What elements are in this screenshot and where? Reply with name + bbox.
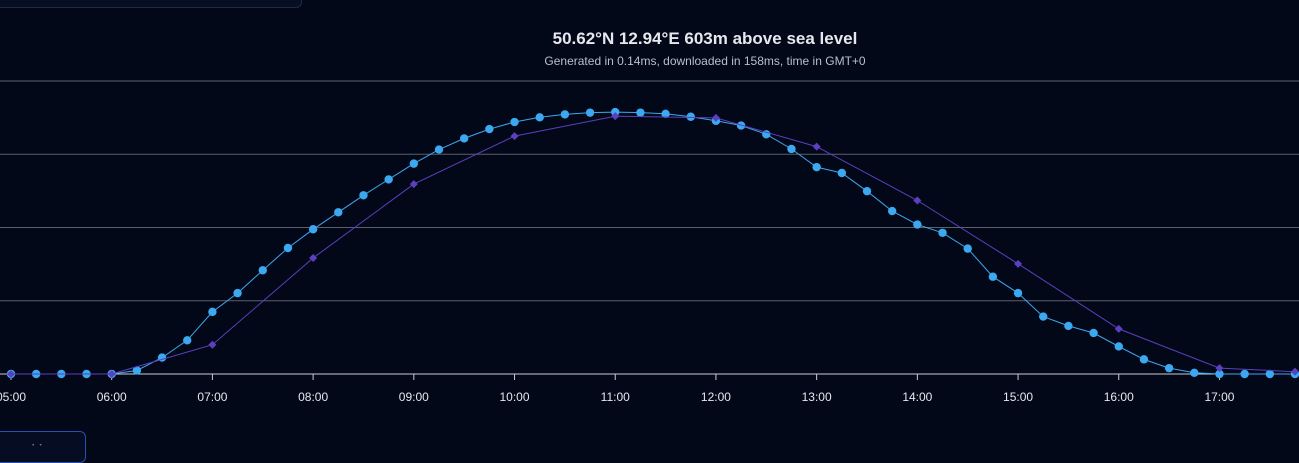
top-panel-box [0,0,302,8]
series-hourly [7,112,1299,378]
data-point [459,134,469,143]
x-tick-label: 12:00 [701,390,731,404]
data-point [1039,312,1048,321]
x-tick-label: 07:00 [197,390,227,404]
data-point [661,109,670,119]
chart: 50.62°N 12.94°E 603m above sea level Gen… [0,29,1299,404]
data-point-diamond [7,370,15,378]
x-tick-label: 13:00 [802,390,832,404]
data-point [862,186,872,196]
data-point-diamond [1215,364,1224,373]
data-point [611,107,620,117]
data-point [283,243,293,253]
data-point [762,130,771,139]
data-point [208,307,217,317]
chart-title: 50.62°N 12.94°E 603m above sea level [553,29,858,48]
data-point [837,168,847,178]
data-point [1164,363,1174,373]
data-point [887,206,897,216]
data-point [1240,369,1249,379]
data-point [1139,355,1149,364]
data-point [510,117,519,127]
x-tick-label: 15:00 [1003,390,1033,404]
data-point [988,272,998,281]
data-point-diamond [812,142,821,151]
data-point [1089,328,1098,338]
bottom-control-box[interactable]: ⠂⠂ [0,431,86,463]
data-point [535,113,544,122]
data-point [1013,288,1023,298]
data-point [636,108,645,117]
x-tick-label: 09:00 [399,390,429,404]
data-point-diamond [1114,324,1123,333]
data-point [812,162,821,172]
data-point [409,159,419,168]
data-point [686,112,695,121]
data-point [485,124,494,134]
data-point [787,144,796,154]
data-point-diamond [107,370,116,378]
series-line [11,111,1295,375]
x-tick-label: 05:00 [0,390,26,404]
data-point [585,108,595,117]
data-point-diamond [1291,367,1299,376]
partial-control-icon: ⠂⠂ [31,441,46,452]
data-point [1064,321,1073,331]
data-point [1215,369,1224,379]
x-tick-label: 08:00 [298,390,328,404]
data-point [913,220,922,229]
data-point-diamond [510,132,519,141]
chart-subtitle: Generated in 0.14ms, downloaded in 158ms… [544,54,865,68]
data-point [183,336,192,345]
x-tick-label: 06:00 [97,390,127,404]
data-point-diamond [409,180,418,189]
data-point-diamond [1014,259,1023,268]
x-tick-label: 16:00 [1104,390,1134,404]
data-point-diamond [711,113,720,122]
data-point [258,266,267,275]
data-point [434,145,444,154]
data-point [1114,342,1123,351]
data-point-diamond [208,340,217,349]
data-point [359,191,368,200]
data-point [1265,369,1275,379]
data-point [233,288,242,298]
x-tick-label: 10:00 [500,390,530,404]
data-point [938,228,947,237]
x-tick-label: 14:00 [902,390,932,404]
data-point [560,110,570,119]
data-point-diamond [611,112,620,121]
data-point [1190,368,1199,378]
data-point [308,225,318,234]
data-point [963,244,972,253]
x-tick-label: 11:00 [601,390,630,404]
data-point-diamond [913,196,922,205]
data-point [132,366,142,375]
series-line [11,115,1296,375]
data-point [384,175,393,184]
x-tick-label: 17:00 [1204,390,1234,404]
data-point-diamond [309,253,318,262]
series-15-minute [6,107,1299,379]
data-point [334,208,343,217]
